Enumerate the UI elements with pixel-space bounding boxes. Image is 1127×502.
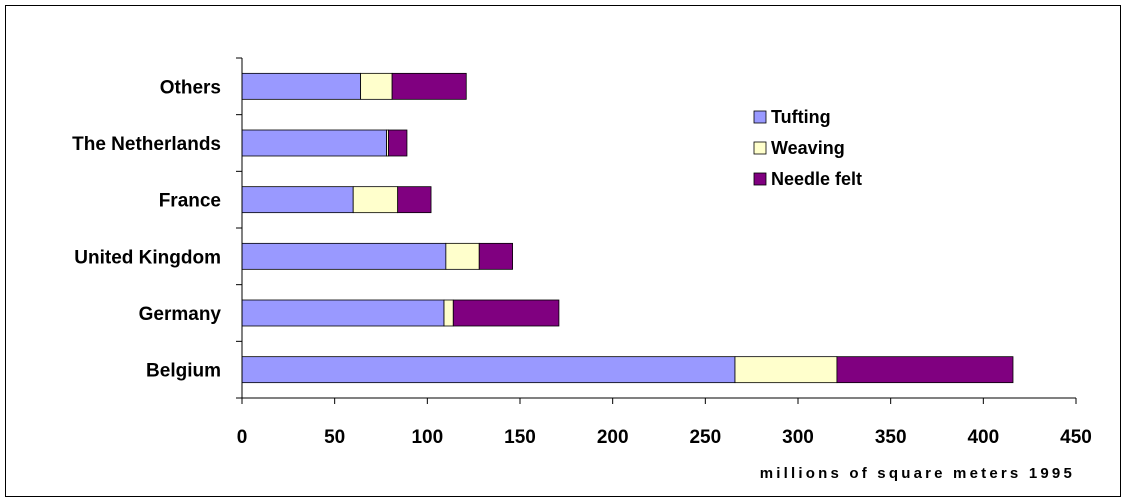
x-axis-title: millions of square meters 1995 (760, 465, 1075, 482)
category-label: France (159, 191, 221, 212)
x-tick-label: 150 (504, 427, 536, 448)
x-tick-label: 450 (1060, 427, 1092, 448)
bars-layer (241, 72, 1014, 384)
legend-swatch-tufting (753, 110, 767, 124)
bar-needle-felt-france (397, 186, 432, 214)
bar-tufting-others (241, 72, 362, 100)
category-label: Belgium (146, 361, 221, 382)
legend-label: Needle felt (771, 169, 862, 189)
bar-tufting-belgium (241, 356, 736, 384)
chart-frame: Belgium Germany United Kingdom France The Ne… (5, 5, 1121, 497)
bar-weaving-others (360, 72, 393, 100)
category-label: Others (160, 77, 221, 98)
x-tick-label: 350 (875, 427, 907, 448)
x-tick-label: 100 (411, 427, 443, 448)
bar-tufting-germany (241, 299, 445, 327)
x-tick-label: 400 (967, 427, 999, 448)
axes-layer: Belgium Germany United Kingdom France The Ne… (72, 57, 1092, 448)
x-tick-label: 0 (237, 427, 248, 448)
x-tick-label: 50 (324, 427, 345, 448)
bar-weaving-belgium (734, 356, 838, 384)
x-tick-label: 250 (689, 427, 721, 448)
bar-needle-felt-others (391, 72, 467, 100)
legend-swatch-needle-felt (753, 172, 767, 186)
bar-weaving-germany (443, 299, 454, 327)
bar-tufting-france (241, 186, 354, 214)
legend-swatch-weaving (753, 141, 767, 155)
category-label: United Kingdom (74, 247, 221, 268)
bar-weaving-france (352, 186, 399, 214)
bar-tufting-united-kingdom (241, 242, 447, 270)
category-label: Germany (139, 304, 222, 325)
legend: Tufting Weaving Needle felt (753, 107, 862, 189)
x-tick-label: 300 (782, 427, 814, 448)
bar-tufting-the-netherlands (241, 129, 387, 157)
x-tick-label: 200 (597, 427, 629, 448)
bar-weaving-united-kingdom (445, 242, 480, 270)
category-label: The Netherlands (72, 134, 221, 155)
stacked-bar-chart: Belgium Germany United Kingdom France The Ne… (72, 57, 1092, 482)
legend-label: Weaving (771, 138, 845, 158)
bar-needle-felt-germany (452, 299, 560, 327)
bar-needle-felt-the-netherlands (388, 129, 408, 157)
bar-needle-felt-united-kingdom (478, 242, 513, 270)
legend-label: Tufting (771, 107, 831, 127)
bar-needle-felt-belgium (836, 356, 1014, 384)
